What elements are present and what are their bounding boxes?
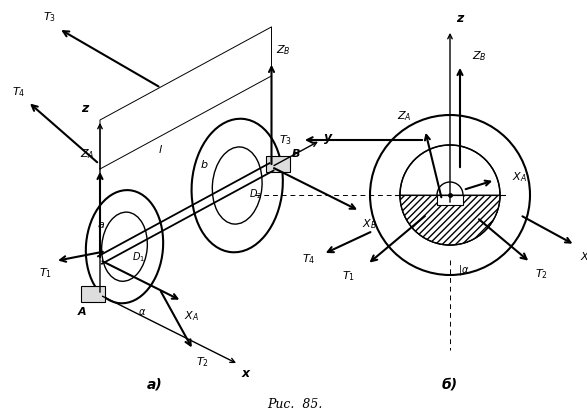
Text: x: x <box>242 368 249 380</box>
Bar <box>437 195 463 205</box>
Text: $Z_B$: $Z_B$ <box>275 43 290 57</box>
Text: а): а) <box>147 378 163 392</box>
Text: y: y <box>325 131 333 144</box>
Text: $D_1$: $D_1$ <box>133 250 146 264</box>
Text: $T_1$: $T_1$ <box>39 266 52 280</box>
Text: $|\alpha$: $|\alpha$ <box>458 263 470 277</box>
Text: z: z <box>456 12 463 25</box>
FancyBboxPatch shape <box>81 286 105 302</box>
Text: $T_2$: $T_2$ <box>196 355 209 369</box>
Text: Рис.  85.: Рис. 85. <box>267 398 323 412</box>
Text: $T_4$: $T_4$ <box>302 252 315 266</box>
FancyBboxPatch shape <box>265 156 289 172</box>
Text: $X_B$: $X_B$ <box>580 250 587 264</box>
Text: $X_A$: $X_A$ <box>184 309 199 323</box>
Text: $T_2$: $T_2$ <box>535 267 548 281</box>
Text: $T_1$: $T_1$ <box>342 269 355 283</box>
Text: $Z_A$: $Z_A$ <box>80 147 95 161</box>
Text: z: z <box>81 102 88 115</box>
Wedge shape <box>400 195 500 245</box>
Text: b: b <box>201 160 208 170</box>
Text: $T_3$: $T_3$ <box>279 133 292 147</box>
Text: $T_3$: $T_3$ <box>43 10 56 23</box>
Text: б): б) <box>442 378 458 392</box>
Text: $X_B$: $X_B$ <box>362 217 377 231</box>
Text: B: B <box>292 149 300 159</box>
Text: A: A <box>78 307 87 317</box>
Text: $Z_B$: $Z_B$ <box>472 49 487 63</box>
Text: $\alpha$: $\alpha$ <box>137 307 146 317</box>
Text: $Z_A$: $Z_A$ <box>397 109 412 123</box>
Text: $X_A$: $X_A$ <box>512 170 527 184</box>
Text: l: l <box>158 145 161 155</box>
Text: $D_2$: $D_2$ <box>249 187 262 201</box>
Text: $T_4$: $T_4$ <box>12 85 25 99</box>
Text: a: a <box>97 220 104 230</box>
